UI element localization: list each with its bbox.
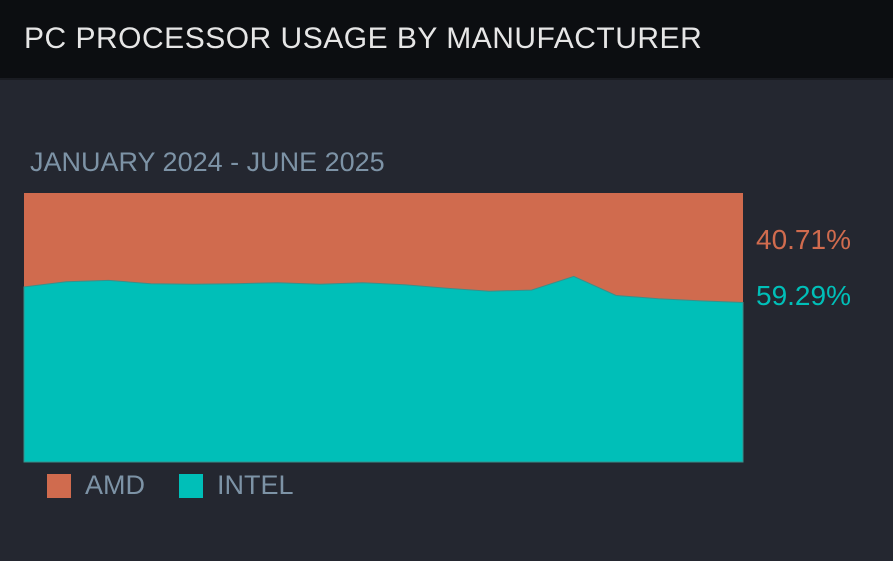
intel-end-label: 59.29% [756, 280, 851, 311]
intel-swatch [179, 473, 203, 498]
header-bar: PC PROCESSOR USAGE BY MANUFACTURER [0, 0, 893, 80]
intel-area [23, 275, 744, 463]
chart-legend: AMD INTEL [47, 470, 328, 501]
legend-item-amd: AMD [47, 470, 145, 501]
amd-swatch [47, 473, 71, 498]
legend-item-intel: INTEL [179, 470, 294, 501]
legend-label-amd: AMD [85, 470, 145, 500]
amd-end-label: 40.71% [756, 224, 851, 255]
legend-label-intel: INTEL [217, 470, 294, 500]
page-title: PC PROCESSOR USAGE BY MANUFACTURER [24, 22, 703, 55]
chart-date-range: JANUARY 2024 - JUNE 2025 [30, 147, 385, 177]
